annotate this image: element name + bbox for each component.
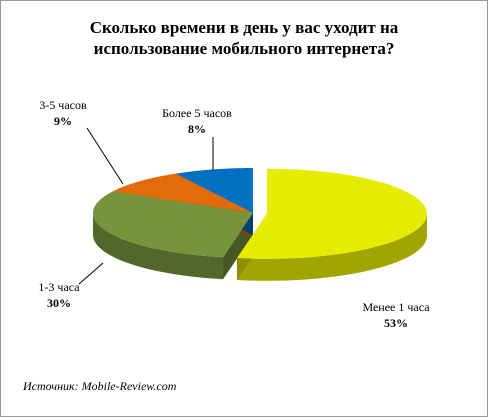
- value-label: 8%: [188, 122, 206, 136]
- value-label: 9%: [54, 114, 72, 128]
- slice-side: [236, 213, 427, 281]
- slice-label: 3-5 часов: [39, 98, 87, 112]
- slice: [112, 173, 254, 213]
- slice: [236, 168, 427, 259]
- chart-title: Сколько времени в день у вас уходит на и…: [89, 18, 399, 58]
- slice-label: 1-3 часа: [38, 280, 80, 294]
- slice: [175, 168, 253, 213]
- slice-side: [93, 213, 224, 280]
- leader-line: [86, 127, 124, 185]
- value-label: 53%: [384, 316, 408, 330]
- slice: [93, 191, 253, 258]
- slice-label: Менее 1 часа: [362, 300, 430, 314]
- source-note: Источник: Mobile-Review.com: [22, 379, 177, 393]
- leader-line: [78, 262, 104, 285]
- value-label: 30%: [47, 296, 71, 310]
- slice-label: Более 5 часов: [162, 106, 232, 120]
